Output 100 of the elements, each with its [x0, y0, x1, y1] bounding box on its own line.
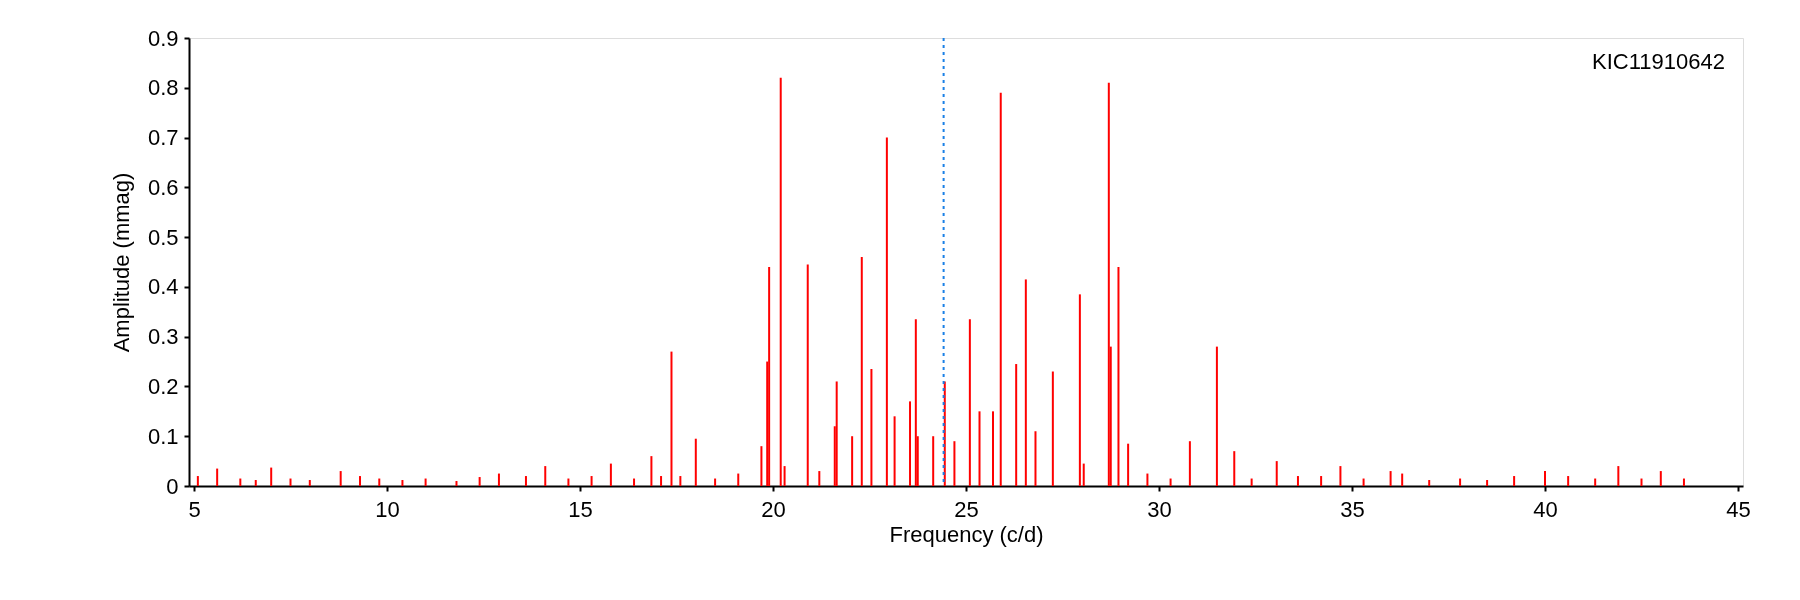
- bar: [609, 463, 612, 486]
- bar: [992, 411, 995, 486]
- bar: [1682, 478, 1685, 486]
- bar: [1362, 478, 1365, 486]
- bar: [358, 476, 361, 486]
- bar: [818, 471, 821, 486]
- bar: [978, 411, 981, 486]
- x-tick-label: 35: [1340, 496, 1365, 522]
- bar: [1015, 364, 1018, 486]
- x-tick-label: 30: [1147, 496, 1172, 522]
- x-tick-label: 15: [568, 496, 593, 522]
- bar: [424, 478, 427, 486]
- bar: [1513, 476, 1516, 486]
- bar: [270, 467, 273, 486]
- bar: [590, 476, 593, 486]
- bar: [1428, 480, 1431, 486]
- bar: [1640, 478, 1643, 486]
- bar: [1594, 478, 1597, 486]
- bar: [760, 446, 763, 486]
- bar: [497, 473, 500, 486]
- bar: [1389, 471, 1392, 486]
- bar: [1401, 473, 1404, 486]
- bar: [737, 473, 740, 486]
- bar: [216, 468, 219, 486]
- y-tick-label: 0.2: [147, 373, 179, 399]
- bar: [953, 441, 956, 486]
- bar: [714, 478, 717, 486]
- bar: [806, 264, 809, 486]
- bar: [914, 319, 917, 486]
- bar: [768, 266, 771, 486]
- bar: [660, 476, 663, 486]
- bar: [679, 476, 682, 486]
- bar: [1051, 371, 1054, 486]
- bar: [1459, 478, 1462, 486]
- bar: [1339, 466, 1342, 486]
- bar: [1034, 431, 1037, 486]
- bar: [1169, 478, 1172, 486]
- bar: [835, 381, 838, 486]
- bar: [1486, 480, 1489, 486]
- bar: [567, 478, 570, 486]
- bar: [1250, 478, 1253, 486]
- x-axis-title: Frequency (c/d): [889, 521, 1044, 547]
- y-axis-title: Amplitude (mmag): [108, 172, 134, 353]
- y-tick-label: 0.8: [147, 75, 179, 101]
- bar: [478, 477, 481, 486]
- bar: [308, 480, 311, 486]
- annotation: KIC11910642: [1592, 49, 1725, 74]
- bar: [670, 351, 673, 486]
- bar: [1188, 441, 1191, 486]
- bar: [1567, 476, 1570, 486]
- bar: [1617, 466, 1620, 486]
- bar: [851, 436, 854, 486]
- bar: [909, 401, 912, 486]
- bar: [1024, 279, 1027, 486]
- y-tick-label: 0.5: [147, 224, 179, 250]
- bar: [1275, 461, 1278, 486]
- bar: [378, 478, 381, 486]
- bar: [1078, 294, 1081, 486]
- bar: [254, 480, 257, 486]
- bar: [650, 456, 653, 486]
- bar: [1233, 451, 1236, 486]
- bar: [1127, 443, 1130, 486]
- x-tick-label: 10: [375, 496, 400, 522]
- bar: [1215, 346, 1218, 486]
- bar: [1082, 463, 1085, 486]
- bar: [999, 92, 1002, 486]
- bar: [1117, 266, 1120, 486]
- bar: [455, 481, 458, 486]
- bar: [196, 476, 199, 486]
- bar: [1146, 473, 1149, 486]
- x-tick-label: 20: [761, 496, 786, 522]
- bar: [885, 137, 888, 486]
- x-tick-label: 45: [1726, 496, 1751, 522]
- x-tick-label: 25: [954, 496, 979, 522]
- bar: [860, 257, 863, 486]
- y-tick-label: 0.4: [147, 274, 179, 300]
- bar: [1544, 471, 1546, 486]
- bar: [968, 319, 971, 486]
- bar: [524, 476, 527, 486]
- x-tick-label: 40: [1533, 496, 1558, 522]
- bar: [694, 438, 697, 486]
- bar: [289, 478, 292, 486]
- bar: [932, 436, 935, 486]
- bar: [870, 369, 873, 486]
- bar: [1320, 476, 1323, 486]
- y-tick-label: 0.7: [147, 125, 179, 151]
- y-tick-label: 0.1: [147, 423, 179, 449]
- bar: [1659, 471, 1662, 486]
- bar: [239, 478, 242, 486]
- bar: [544, 466, 547, 486]
- bar: [339, 471, 342, 486]
- bar: [633, 478, 636, 486]
- y-tick-label: 0.9: [147, 25, 179, 51]
- y-tick-label: 0.6: [147, 174, 179, 200]
- bar: [783, 466, 786, 486]
- bar: [1107, 82, 1110, 486]
- bar: [401, 480, 404, 486]
- x-tick-label: 5: [188, 496, 201, 522]
- y-tick-label: 0.3: [147, 324, 179, 350]
- bar: [1296, 476, 1299, 486]
